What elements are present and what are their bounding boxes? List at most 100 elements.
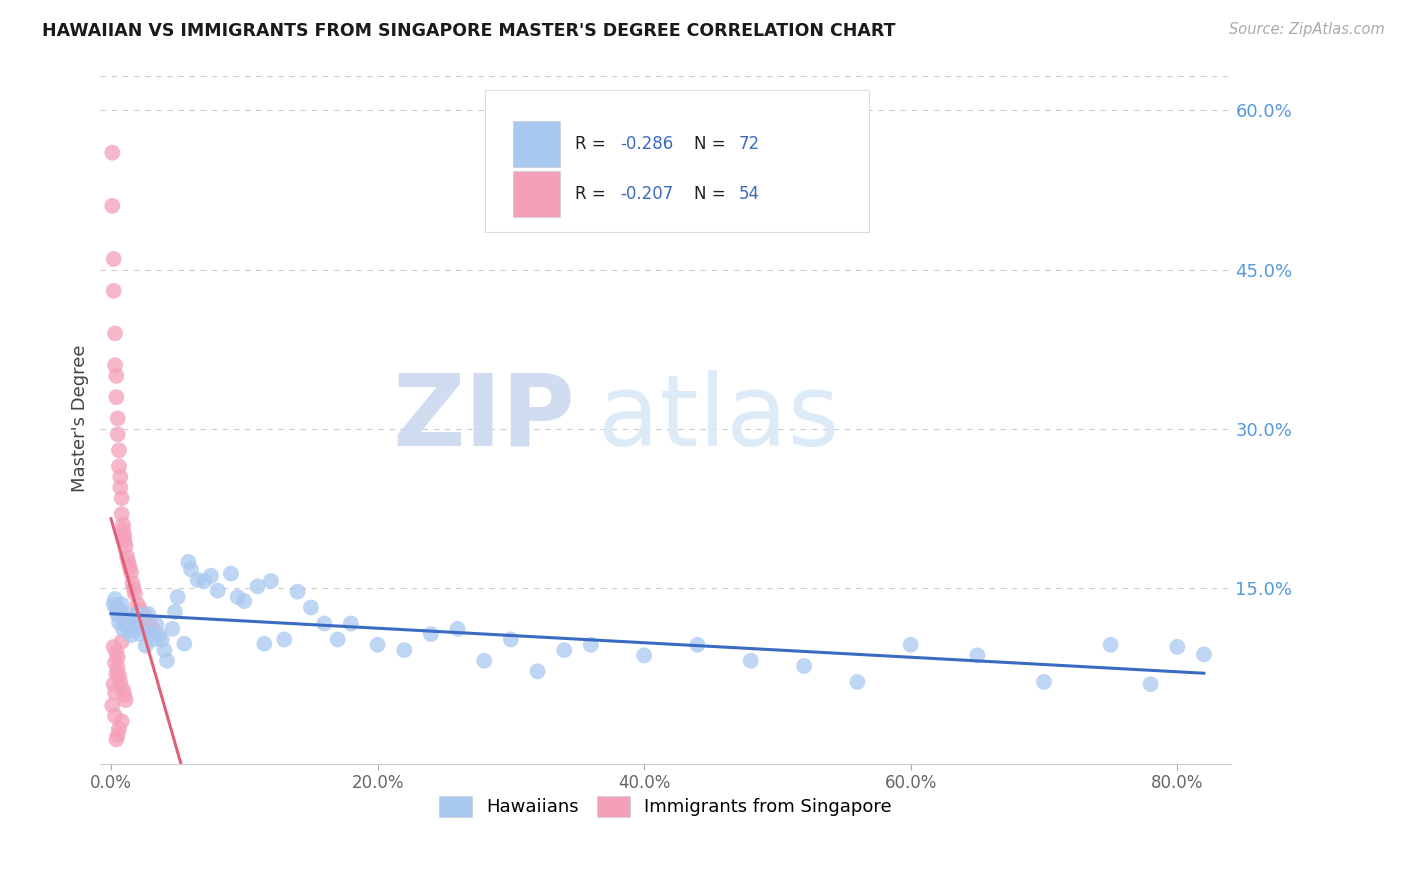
Point [110,481,132,495]
Point [105,732,128,747]
Point [187,573,209,587]
Point [104,326,127,341]
Point [124,618,146,632]
Point [103,252,125,266]
Point [153,643,176,657]
Text: N =: N = [693,135,731,153]
Point [846,675,869,690]
Point [633,648,655,663]
Point [200,568,222,582]
Point [1099,638,1122,652]
Point [166,590,188,604]
Point [115,607,138,621]
Point [112,533,135,548]
Point [129,603,152,617]
Point [132,622,155,636]
Point [111,622,134,636]
Point [111,682,134,697]
Point [108,443,131,458]
Point [101,145,124,160]
Point [120,566,142,580]
Text: R =: R = [575,185,612,202]
Point [233,594,256,608]
Point [226,590,249,604]
Point [105,603,128,617]
Point [127,598,149,612]
Point [150,632,173,647]
FancyBboxPatch shape [513,171,561,217]
Point [135,639,157,653]
Point [107,661,129,675]
Point [219,566,242,581]
Point [142,624,165,638]
Point [115,549,138,564]
Point [121,576,143,591]
Point [148,628,170,642]
Point [114,693,136,707]
Point [129,627,152,641]
Point [207,583,229,598]
Text: Source: ZipAtlas.com: Source: ZipAtlas.com [1229,22,1385,37]
Point [138,607,160,621]
Legend: Hawaiians, Immigrants from Singapore: Hawaiians, Immigrants from Singapore [432,789,898,824]
Point [103,640,125,654]
Point [162,622,184,636]
Point [1192,648,1215,662]
Point [740,654,762,668]
Point [472,654,495,668]
Point [103,284,125,298]
Point [1139,677,1161,691]
Point [966,648,988,663]
Point [101,698,124,713]
Point [124,587,146,601]
Point [101,199,124,213]
Point [139,618,162,632]
Point [173,637,195,651]
Text: ZIP: ZIP [392,370,575,467]
Text: HAWAIIAN VS IMMIGRANTS FROM SINGAPORE MASTER'S DEGREE CORRELATION CHART: HAWAIIAN VS IMMIGRANTS FROM SINGAPORE MA… [42,22,896,40]
Point [367,638,389,652]
Point [287,584,309,599]
Point [104,709,127,723]
Point [1033,675,1056,690]
Point [112,528,135,542]
Point [103,677,125,691]
Text: R =: R = [575,135,612,153]
Point [110,470,132,484]
Point [526,665,548,679]
Point [156,654,179,668]
FancyBboxPatch shape [513,121,561,167]
Point [114,539,136,553]
Text: 54: 54 [740,185,759,202]
Point [108,615,131,630]
Point [111,517,134,532]
Point [163,605,186,619]
Point [177,555,200,569]
Point [180,562,202,576]
Point [121,611,143,625]
Point [111,634,134,648]
Point [107,600,129,615]
Point [118,624,141,638]
Point [314,616,336,631]
Point [111,714,134,729]
Point [499,632,522,647]
Point [111,523,134,537]
Point [112,688,135,702]
Text: N =: N = [693,185,731,202]
Point [145,617,167,632]
Point [793,659,815,673]
Point [105,390,128,404]
Point [260,574,283,588]
Point [107,650,129,665]
Point [105,666,128,681]
Point [117,618,139,632]
Point [193,574,215,588]
Text: atlas: atlas [598,370,839,467]
Y-axis label: Master's Degree: Master's Degree [72,344,89,492]
Point [108,668,131,682]
FancyBboxPatch shape [485,90,869,232]
Point [105,368,128,383]
Point [340,616,363,631]
Point [579,638,602,652]
